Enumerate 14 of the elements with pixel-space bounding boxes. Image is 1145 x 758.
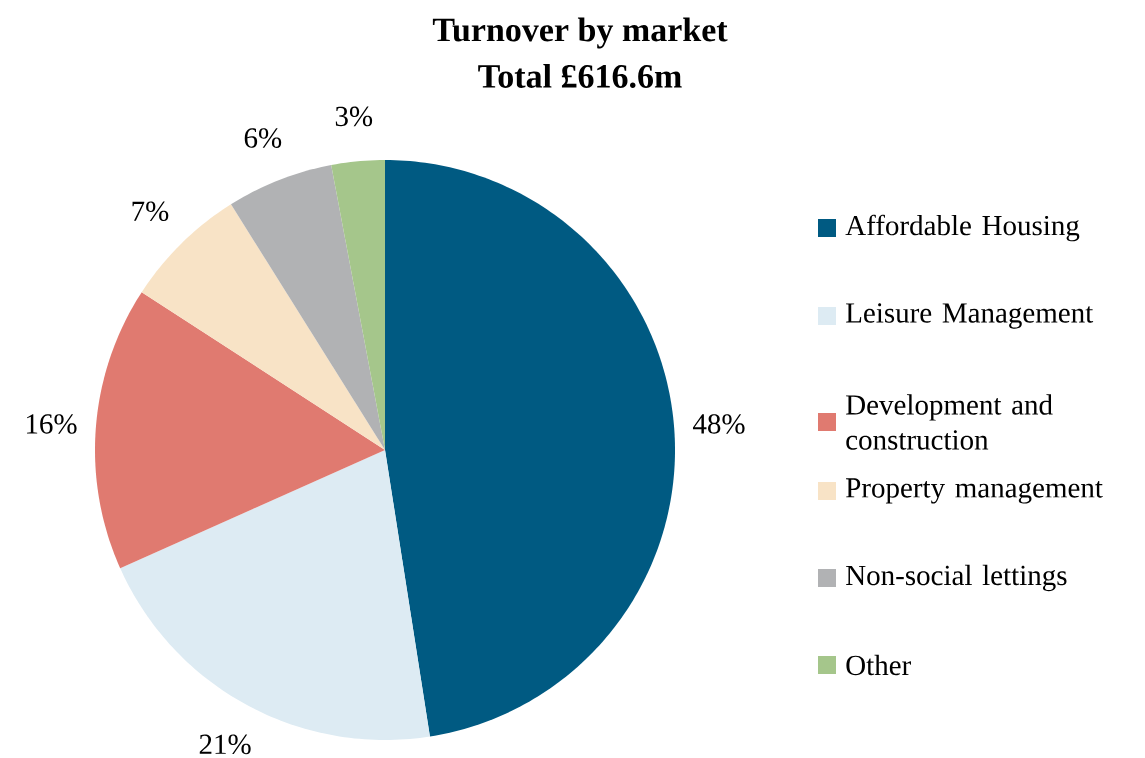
data-label: 3% [335, 106, 373, 127]
legend-label: Non-social lettings [846, 565, 1067, 592]
legend-label: Affordable Housing [845, 214, 1080, 242]
legend-label: Leisure Management [846, 303, 1094, 329]
data-label: 48% [692, 414, 745, 435]
data-label: 21% [199, 734, 251, 755]
chart-title: Turnover by market [432, 17, 728, 49]
chart-subtitle: Total £616.6m [478, 64, 682, 89]
data-label: 16% [26, 414, 77, 435]
legend-label: Development and construction [846, 394, 1053, 450]
legend-label: Property management [846, 478, 1103, 504]
legend-label: Other [846, 655, 911, 676]
data-label: 6% [244, 128, 282, 149]
data-label: 7% [132, 201, 169, 222]
